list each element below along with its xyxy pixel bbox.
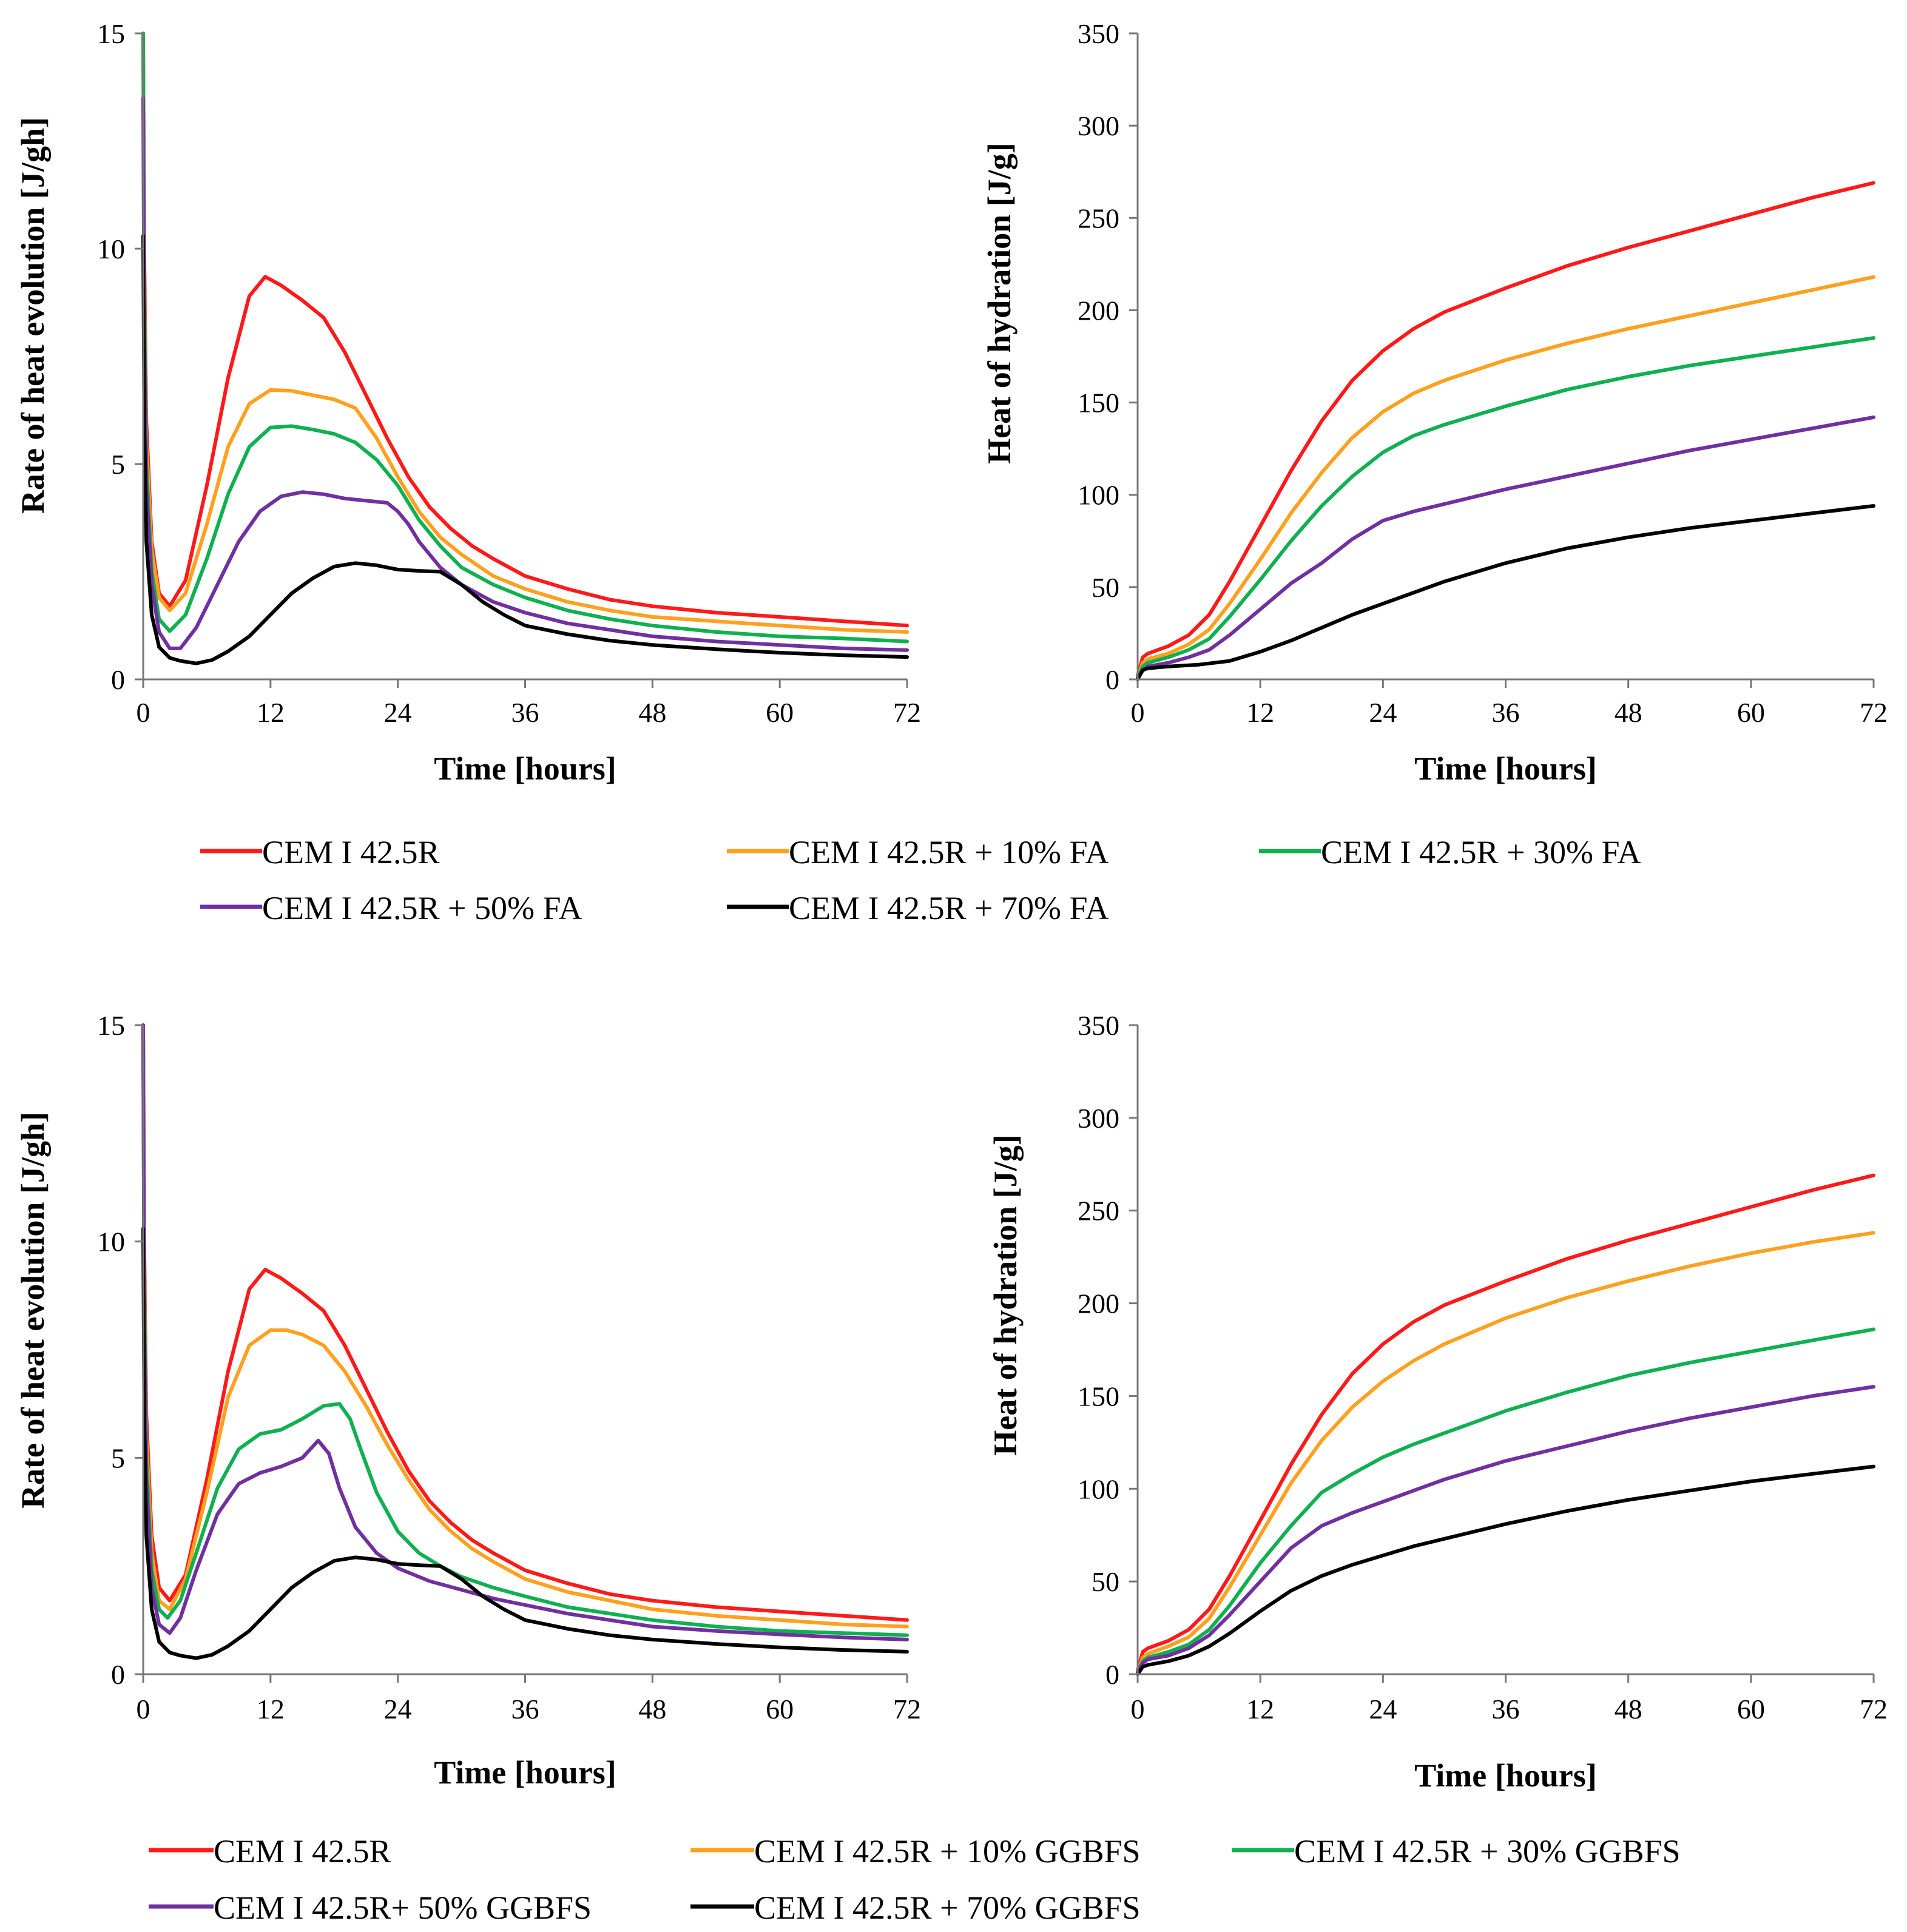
y-tick-label-ggbfs-heat-7: 350 [1078, 1010, 1119, 1041]
series-line-ggbfs-heat-3 [1136, 1385, 1875, 1674]
chart-panel-ggbfs-rate: 0 12 24 36 48 60 72 0 5 10 15 Time [hours] Rate of h… [15, 1010, 921, 1791]
y-tick-label-ggbfs-rate-3: 15 [97, 1010, 125, 1041]
y-tick-label-fa-heat-6: 300 [1078, 110, 1119, 141]
x-tick-label-fa-heat-3: 36 [1492, 697, 1520, 728]
y-tick-label-ggbfs-rate-0: 0 [111, 1659, 125, 1690]
legend-label-ggbfs-2: CEM I 42.5R + 30% GGBFS [1294, 1833, 1681, 1870]
legend-fa: CEM I 42.5R CEM I 42.5R + 10% FA CEM I 4… [200, 834, 1641, 926]
x-axis-title-ggbfs-rate: Time [hours] [434, 1754, 616, 1791]
legend-label-fa-3: CEM I 42.5R + 50% FA [262, 890, 582, 926]
y-axis-title-ggbfs-heat: Heat of hydration [J/g] [987, 1134, 1024, 1455]
x-tick-label-fa-rate-6: 72 [893, 697, 921, 728]
x-axis-title-ggbfs-heat: Time [hours] [1414, 1757, 1597, 1794]
legend-label-fa-1: CEM I 42.5R + 10% FA [789, 834, 1109, 870]
series-line-ggbfs-heat-0 [1136, 1173, 1875, 1672]
x-tick-label-fa-heat-0: 0 [1131, 697, 1145, 728]
y-tick-label-ggbfs-heat-0: 0 [1105, 1659, 1119, 1690]
series-line-fa-rate-1 [141, 32, 909, 634]
y-tick-label-fa-heat-7: 350 [1078, 18, 1119, 49]
y-tick-label-ggbfs-heat-5: 250 [1078, 1196, 1119, 1227]
x-tick-label-ggbfs-rate-1: 12 [257, 1694, 285, 1725]
x-tick-label-ggbfs-rate-5: 60 [766, 1694, 794, 1725]
x-tick-label-ggbfs-rate-0: 0 [137, 1694, 150, 1725]
x-tick-label-ggbfs-heat-4: 48 [1615, 1694, 1642, 1725]
x-tick-label-fa-rate-4: 48 [638, 697, 666, 728]
x-tick-label-ggbfs-heat-0: 0 [1131, 1694, 1145, 1725]
series-line-fa-rate-2 [141, 32, 909, 644]
series-line-ggbfs-heat-1 [1136, 1231, 1875, 1674]
y-tick-label-ggbfs-heat-3: 150 [1078, 1381, 1119, 1412]
x-tick-label-ggbfs-heat-2: 24 [1369, 1694, 1397, 1725]
x-tick-label-ggbfs-rate-6: 72 [893, 1694, 921, 1725]
series-line-fa-rate-0 [141, 32, 909, 628]
y-tick-label-fa-rate-2: 10 [97, 234, 125, 264]
x-tick-label-fa-heat-1: 12 [1246, 697, 1274, 728]
y-tick-label-fa-heat-1: 50 [1092, 572, 1119, 603]
chart-panel-ggbfs-heat: 0 12 24 36 48 60 72 0 50 100 150 200 250 300 350 Time [… [987, 1010, 1888, 1794]
series-line-ggbfs-rate-0 [141, 1023, 909, 1622]
x-tick-label-ggbfs-heat-1: 12 [1246, 1694, 1274, 1725]
series-line-ggbfs-rate-3 [141, 1023, 909, 1641]
series-line-ggbfs-rate-4 [141, 1227, 909, 1660]
x-tick-label-fa-heat-2: 24 [1369, 697, 1397, 728]
y-tick-label-fa-heat-0: 0 [1105, 664, 1119, 695]
y-tick-label-ggbfs-rate-2: 10 [97, 1227, 125, 1257]
x-tick-label-fa-rate-0: 0 [137, 697, 150, 728]
y-tick-label-fa-heat-5: 250 [1078, 203, 1119, 234]
x-tick-label-ggbfs-rate-3: 36 [511, 1694, 539, 1725]
legend-label-ggbfs-3: CEM I 42.5R+ 50% GGBFS [214, 1890, 592, 1926]
y-tick-label-fa-heat-3: 150 [1078, 388, 1119, 419]
x-tick-label-ggbfs-rate-4: 48 [638, 1694, 666, 1725]
x-tick-label-fa-heat-4: 48 [1615, 697, 1642, 728]
y-tick-label-ggbfs-rate-1: 5 [111, 1442, 125, 1473]
series-line-ggbfs-rate-2 [141, 1023, 909, 1637]
x-tick-label-fa-heat-6: 72 [1860, 697, 1888, 728]
legend-ggbfs: CEM I 42.5R CEM I 42.5R + 10% GGBFS CEM … [149, 1833, 1681, 1926]
y-tick-label-ggbfs-heat-2: 100 [1078, 1473, 1119, 1504]
x-tick-label-ggbfs-heat-5: 60 [1737, 1694, 1765, 1725]
y-tick-label-fa-rate-3: 15 [97, 18, 125, 49]
y-axis-title-ggbfs-rate: Rate of heat evolution [J/gh] [15, 1112, 51, 1509]
series-line-ggbfs-heat-2 [1136, 1327, 1875, 1674]
y-tick-label-fa-rate-1: 5 [111, 449, 125, 480]
y-axis-title-fa-rate: Rate of heat evolution [J/gh] [15, 117, 51, 514]
chart-panel-fa-heat: 0 12 24 36 48 60 72 0 50 100 150 200 250 300 350 Time [… [981, 18, 1888, 787]
x-axis-title-fa-heat: Time [hours] [1414, 750, 1597, 787]
series-line-fa-rate-4 [141, 234, 909, 665]
x-tick-label-ggbfs-heat-3: 36 [1492, 1694, 1520, 1725]
series-line-fa-heat-0 [1136, 181, 1875, 678]
series-line-fa-heat-4 [1136, 504, 1875, 681]
x-tick-label-fa-heat-5: 60 [1737, 697, 1765, 728]
legend-label-ggbfs-4: CEM I 42.5R + 70% GGBFS [754, 1890, 1141, 1926]
legend-label-ggbfs-0: CEM I 42.5R [214, 1833, 391, 1870]
series-line-fa-heat-3 [1136, 415, 1875, 679]
legend-label-fa-0: CEM I 42.5R [262, 834, 440, 870]
y-tick-label-ggbfs-heat-6: 300 [1078, 1103, 1119, 1134]
x-tick-label-ggbfs-heat-6: 72 [1860, 1694, 1888, 1725]
x-tick-label-fa-rate-1: 12 [257, 697, 285, 728]
y-tick-label-fa-heat-4: 200 [1078, 295, 1119, 326]
x-tick-label-fa-rate-5: 60 [766, 697, 794, 728]
legend-label-ggbfs-1: CEM I 42.5R + 10% GGBFS [754, 1833, 1141, 1870]
series-line-ggbfs-rate-1 [141, 1023, 909, 1629]
series-line-fa-rate-3 [141, 96, 909, 652]
legend-label-fa-2: CEM I 42.5R + 30% FA [1321, 834, 1641, 870]
y-tick-label-ggbfs-heat-4: 200 [1078, 1288, 1119, 1319]
series-line-fa-heat-2 [1136, 336, 1875, 679]
series-line-ggbfs-heat-4 [1136, 1464, 1875, 1676]
chart-panel-fa-rate: 0 12 24 36 48 60 72 0 5 10 15 Time [hours] Rate of h… [15, 18, 921, 787]
x-tick-label-fa-rate-2: 24 [384, 697, 412, 728]
y-tick-label-fa-rate-0: 0 [111, 664, 125, 695]
series-line-fa-heat-1 [1136, 275, 1875, 679]
x-tick-label-fa-rate-3: 36 [511, 697, 539, 728]
y-tick-label-ggbfs-heat-1: 50 [1092, 1566, 1119, 1597]
legend-label-fa-4: CEM I 42.5R + 70% FA [789, 890, 1109, 926]
x-axis-title-fa-rate: Time [hours] [434, 750, 616, 787]
y-axis-title-fa-heat: Heat of hydration [J/g] [981, 143, 1018, 463]
x-tick-label-ggbfs-rate-2: 24 [384, 1694, 412, 1725]
y-tick-label-fa-heat-2: 100 [1078, 480, 1119, 511]
